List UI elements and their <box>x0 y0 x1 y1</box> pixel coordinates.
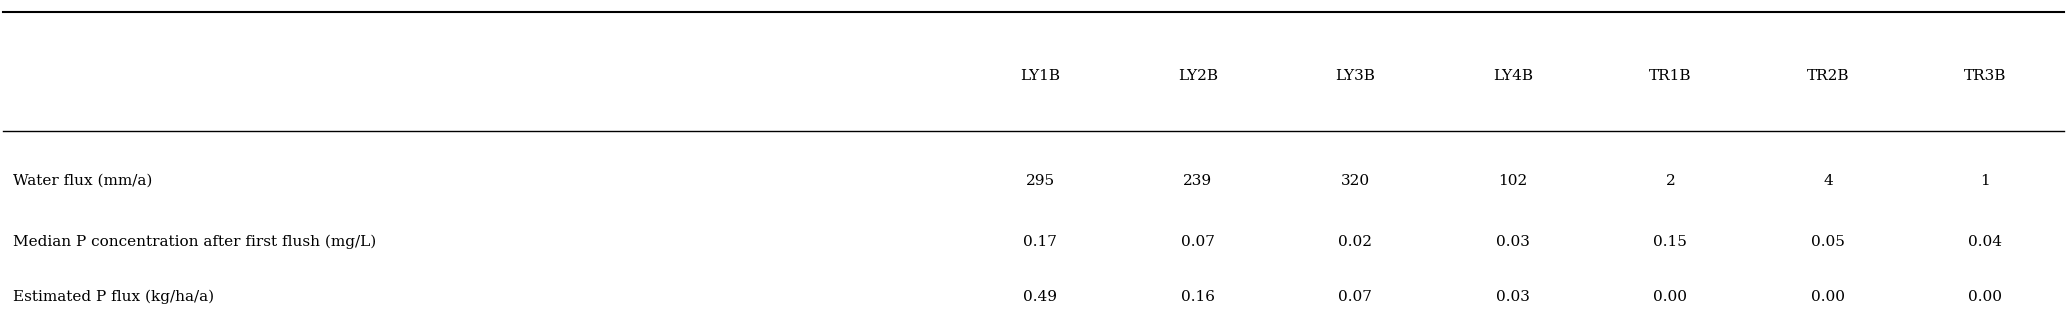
Text: 1: 1 <box>1980 173 1991 188</box>
Text: 0.17: 0.17 <box>1023 235 1056 249</box>
Text: 0.00: 0.00 <box>1968 290 2003 304</box>
Text: 0.07: 0.07 <box>1180 235 1215 249</box>
Text: TR3B: TR3B <box>1964 69 2007 83</box>
Text: 0.04: 0.04 <box>1968 235 2003 249</box>
Text: Estimated P flux (kg/ha/a): Estimated P flux (kg/ha/a) <box>12 290 215 304</box>
Text: 0.03: 0.03 <box>1497 290 1530 304</box>
Text: 0.15: 0.15 <box>1654 235 1687 249</box>
Text: LY1B: LY1B <box>1021 69 1060 83</box>
Text: Median P concentration after first flush (mg/L): Median P concentration after first flush… <box>12 235 376 249</box>
Text: 295: 295 <box>1025 173 1054 188</box>
Text: TR1B: TR1B <box>1649 69 1691 83</box>
Text: TR2B: TR2B <box>1807 69 1850 83</box>
Text: 0.00: 0.00 <box>1811 290 1846 304</box>
Text: LY2B: LY2B <box>1178 69 1217 83</box>
Text: Water flux (mm/a): Water flux (mm/a) <box>12 173 153 188</box>
Text: 2: 2 <box>1666 173 1674 188</box>
Text: 4: 4 <box>1823 173 1833 188</box>
Text: 0.03: 0.03 <box>1497 235 1530 249</box>
Text: 239: 239 <box>1182 173 1211 188</box>
Text: 320: 320 <box>1341 173 1370 188</box>
Text: 102: 102 <box>1499 173 1528 188</box>
Text: LY4B: LY4B <box>1492 69 1534 83</box>
Text: 0.49: 0.49 <box>1023 290 1056 304</box>
Text: LY3B: LY3B <box>1335 69 1375 83</box>
Text: 0.00: 0.00 <box>1654 290 1687 304</box>
Text: 0.05: 0.05 <box>1811 235 1846 249</box>
Text: 0.07: 0.07 <box>1337 290 1372 304</box>
Text: 0.02: 0.02 <box>1337 235 1372 249</box>
Text: 0.16: 0.16 <box>1180 290 1215 304</box>
